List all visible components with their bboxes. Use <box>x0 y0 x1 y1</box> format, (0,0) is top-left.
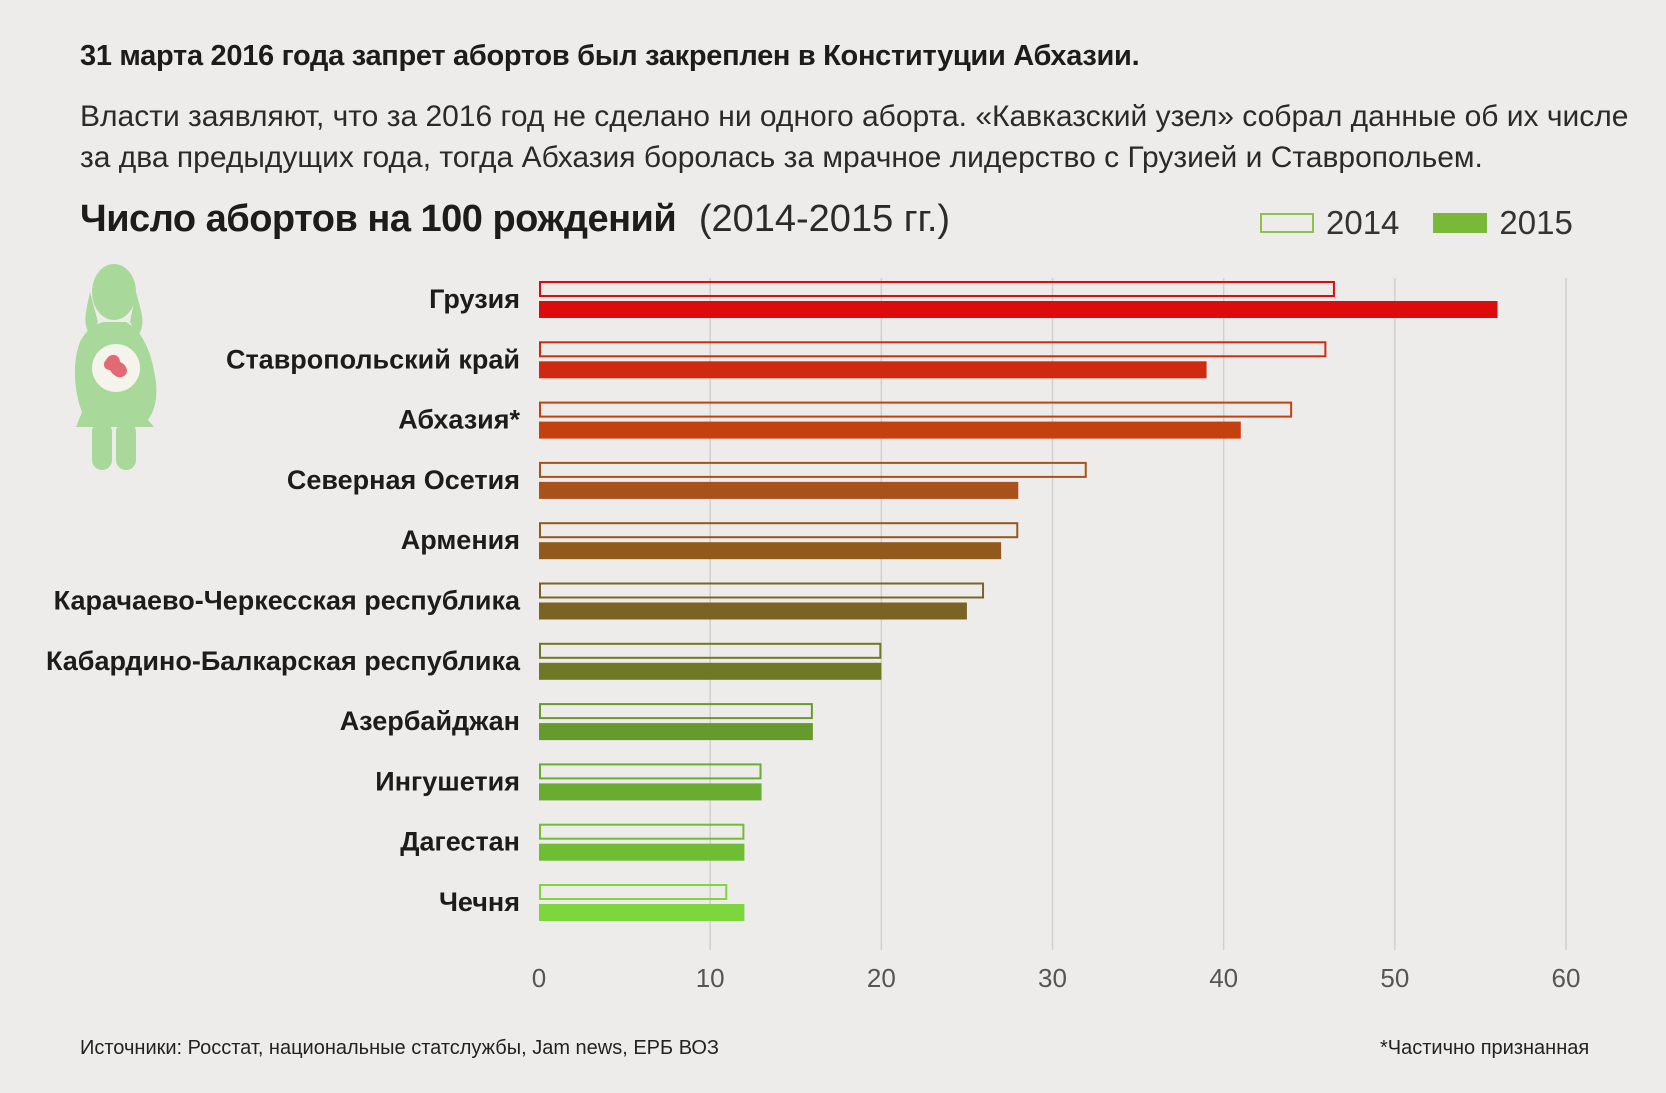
category-label-0: Грузия <box>429 284 520 314</box>
bar-2015-9 <box>539 843 745 861</box>
x-tick-label-50: 50 <box>1380 963 1409 993</box>
bar-2015-5 <box>539 602 967 620</box>
bar-chart: 0 10 20 30 40 50 60 Грузия Ставропольский край Аб… <box>46 278 1581 993</box>
category-label-10: Чечня <box>439 887 520 917</box>
bar-2015-3 <box>539 481 1019 499</box>
bar-2015-0 <box>539 301 1498 318</box>
x-tick-label-30: 30 <box>1038 963 1067 993</box>
category-label-5: Карачаево-Черкесская республика <box>54 586 521 616</box>
partial-recognition-footnote: *Частично признанная <box>1380 1037 1590 1059</box>
x-tick-label-40: 40 <box>1209 963 1238 993</box>
bar-2014-4 <box>539 522 1019 539</box>
legend-label-2014: 2014 <box>1326 204 1400 241</box>
legend-item-2015: 2015 <box>1433 204 1573 242</box>
bar-2015-7 <box>539 723 813 741</box>
bar-2014-6 <box>539 642 882 659</box>
x-tick-label-60: 60 <box>1552 963 1581 993</box>
bar-2014-5 <box>539 582 985 599</box>
bar-2014-0 <box>539 281 1335 297</box>
category-label-4: Армения <box>401 525 520 555</box>
category-label-2: Абхазия* <box>398 405 520 435</box>
category-label-1: Ставропольский край <box>226 344 520 374</box>
bar-2015-1 <box>539 361 1207 379</box>
legend-swatch-2014 <box>1260 213 1314 233</box>
chart-title-row: Число абортов на 100 рождений (2014-2015… <box>80 198 950 241</box>
bar-2015-4 <box>539 542 1002 560</box>
category-label-6: Кабардино-Балкарская республика <box>46 646 521 676</box>
category-label-7: Азербайджан <box>340 706 520 736</box>
category-label-3: Северная Осетия <box>287 465 520 495</box>
bar-2014-8 <box>539 763 762 780</box>
x-tick-label-0: 0 <box>532 963 546 993</box>
bar-2014-2 <box>539 401 1293 418</box>
category-label-9: Дагестан <box>400 827 520 857</box>
headline: 31 марта 2016 года запрет абортов был за… <box>80 40 1140 72</box>
bar-2015-8 <box>539 783 762 801</box>
x-tick-label-10: 10 <box>696 963 725 993</box>
bar-2014-10 <box>539 884 728 900</box>
bar-2014-7 <box>539 703 813 720</box>
legend-swatch-2015 <box>1433 213 1488 233</box>
intro-text: Власти заявляют, что за 2016 год не сдел… <box>80 100 1629 174</box>
chart-title: Число абортов на 100 рождений <box>80 198 677 240</box>
bar-2015-10 <box>539 904 745 921</box>
bar-2014-1 <box>539 341 1327 358</box>
legend: 2014 2015 <box>1260 204 1573 242</box>
legend-label-2015: 2015 <box>1499 204 1573 241</box>
sources-footnote: Источники: Росстат, национальные статслу… <box>80 1037 720 1059</box>
bar-2015-2 <box>539 421 1241 439</box>
category-label-8: Ингушетия <box>375 766 520 796</box>
x-tick-label-20: 20 <box>867 963 896 993</box>
bar-2015-6 <box>539 662 882 680</box>
bar-2014-9 <box>539 823 745 840</box>
pregnant-woman-icon <box>74 264 157 470</box>
chart-subtitle: (2014-2015 гг.) <box>698 198 951 240</box>
bar-2014-3 <box>539 461 1087 478</box>
legend-item-2014: 2014 <box>1260 204 1399 242</box>
